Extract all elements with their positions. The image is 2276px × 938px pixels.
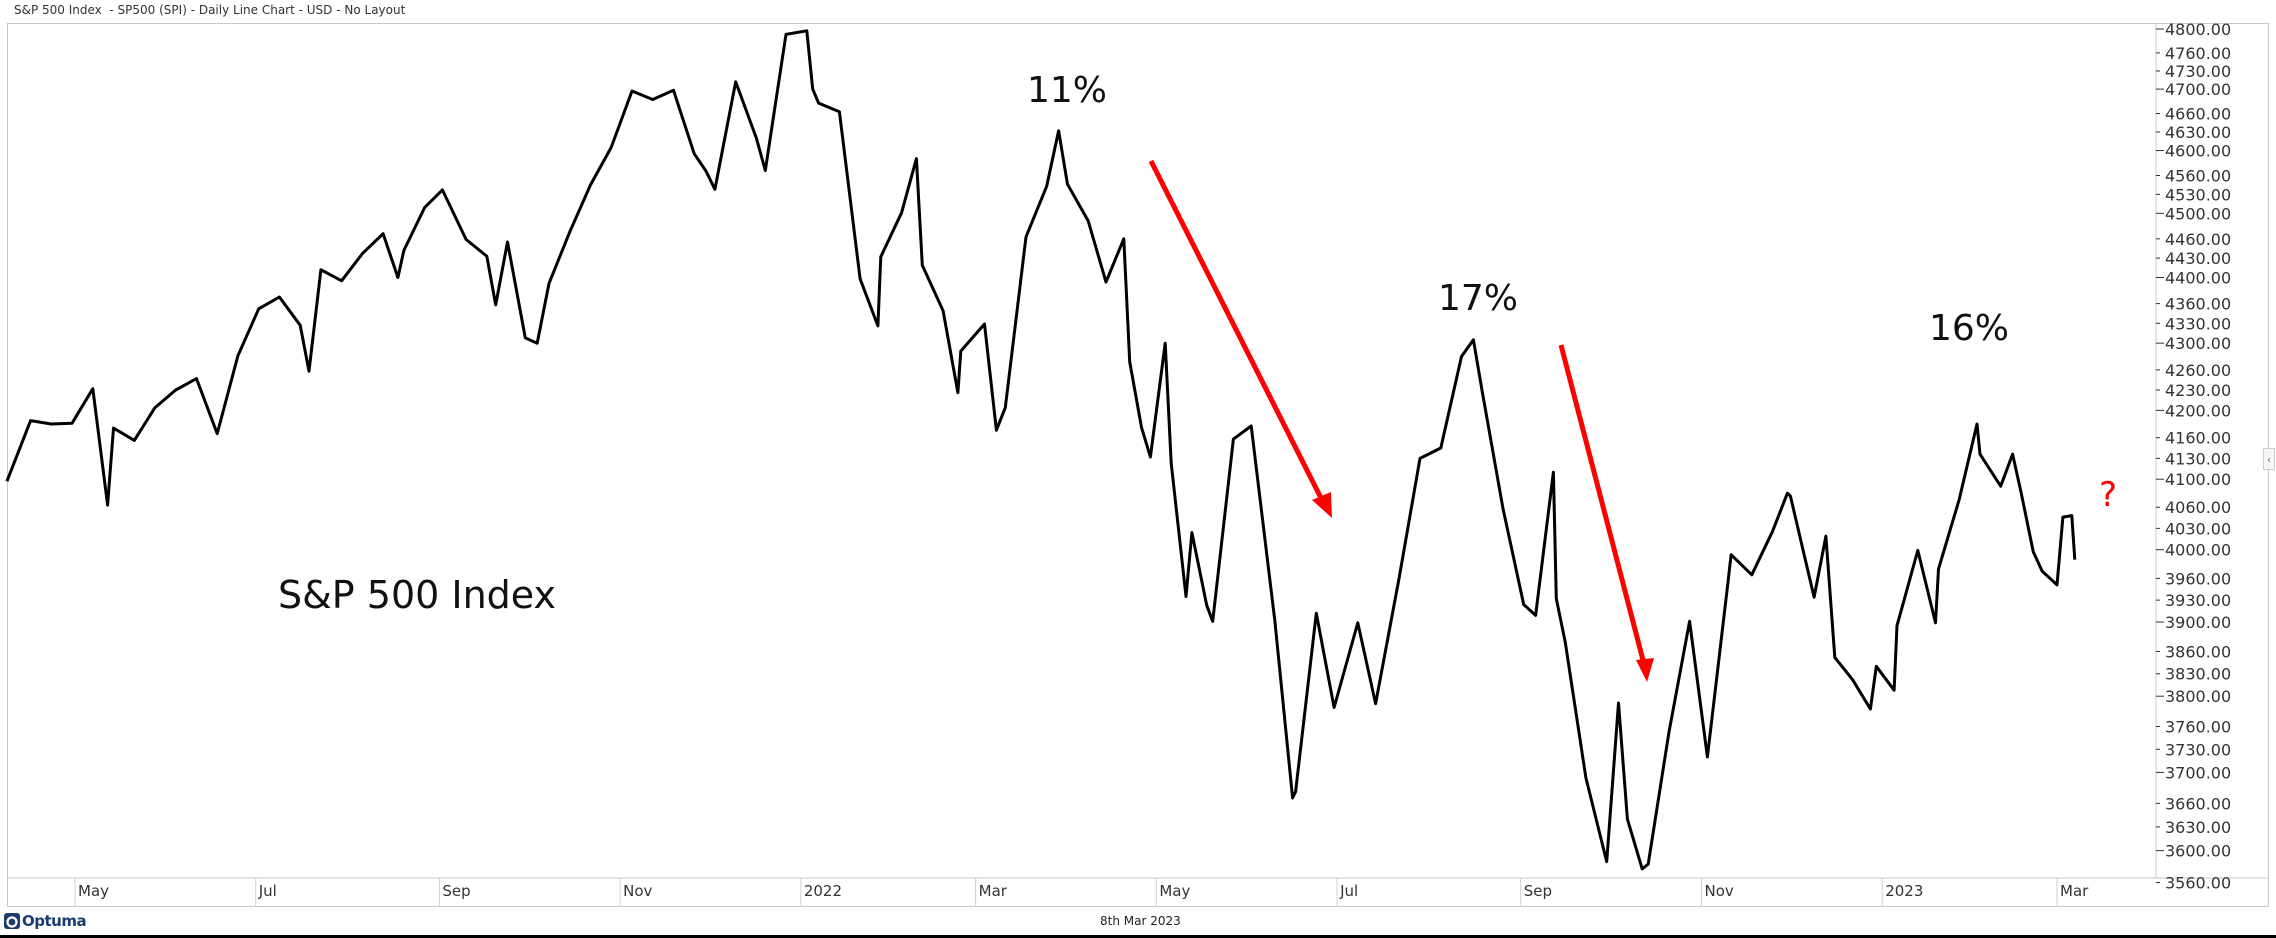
- y-tick-label: 4630.00: [2165, 123, 2231, 142]
- y-tick-label: 4700.00: [2165, 80, 2231, 99]
- price-line: [5, 29, 2077, 871]
- y-tick-label: 4060.00: [2165, 498, 2231, 517]
- x-tick-label: Mar: [979, 882, 1008, 900]
- optuma-logo-text: Optuma: [22, 912, 87, 930]
- x-axis[interactable]: May Jul Sep Nov 2022 Mar May Jul Sep Nov 2023 Mar: [74, 878, 2089, 907]
- y-tick-label: 4730.00: [2165, 62, 2231, 81]
- y-tick-label: 4400.00: [2165, 269, 2231, 288]
- y-tick-label: 4230.00: [2165, 381, 2231, 400]
- y-tick-label: 3930.00: [2165, 591, 2231, 610]
- y-tick-label: 3830.00: [2165, 665, 2231, 684]
- y-tick-label: 3660.00: [2165, 794, 2231, 813]
- y-tick-label: 3630.00: [2165, 818, 2231, 837]
- y-tick-label: 4760.00: [2165, 44, 2231, 63]
- y-tick-label: 3760.00: [2165, 717, 2231, 736]
- x-tick-label: Nov: [623, 882, 652, 900]
- collapse-panel-button[interactable]: ‹: [2263, 448, 2275, 470]
- y-tick-label: 4560.00: [2165, 166, 2231, 185]
- y-tick-label: 3960.00: [2165, 569, 2231, 588]
- decline-arrow-1: [1148, 159, 1332, 518]
- y-tick-label: 4300.00: [2165, 334, 2231, 353]
- y-tick-label: 4260.00: [2165, 361, 2231, 380]
- y-tick-label: 4030.00: [2165, 519, 2231, 538]
- y-tick-label: 4460.00: [2165, 230, 2231, 249]
- y-tick-label: 4160.00: [2165, 429, 2231, 448]
- y-tick-label: 4500.00: [2165, 204, 2231, 223]
- y-tick-label: 3730.00: [2165, 740, 2231, 759]
- x-tick-label: Mar: [2060, 882, 2089, 900]
- y-tick-label: 4100.00: [2165, 470, 2231, 489]
- x-tick-label: 2022: [804, 882, 842, 900]
- x-tick-label: May: [78, 882, 109, 900]
- y-tick-label: 4600.00: [2165, 142, 2231, 161]
- y-tick-label: 4430.00: [2165, 249, 2231, 268]
- chart-title: S&P 500 Index - SP500 (SPI) - Daily Line…: [14, 3, 406, 17]
- y-tick-label: 4530.00: [2165, 185, 2231, 204]
- optuma-logo: Optuma: [4, 912, 87, 930]
- optuma-logo-icon: [4, 913, 20, 929]
- y-tick-label: 3600.00: [2165, 842, 2231, 861]
- y-tick-label: 4200.00: [2165, 401, 2231, 420]
- x-tick-label: Nov: [1704, 882, 1733, 900]
- y-tick-label: 4330.00: [2165, 314, 2231, 333]
- x-tick-label: Jul: [258, 882, 277, 900]
- y-tick-label: 4660.00: [2165, 105, 2231, 124]
- y-tick-label: 4130.00: [2165, 449, 2231, 468]
- y-tick-label: 4360.00: [2165, 295, 2231, 314]
- y-tick-label: 4800.00: [2165, 20, 2231, 39]
- y-tick-label: 3560.00: [2165, 874, 2231, 893]
- annotation-17-percent: 17%: [1438, 278, 1518, 319]
- x-tick-label: 2023: [1885, 882, 1923, 900]
- x-tick-label: Jul: [1339, 882, 1358, 900]
- y-tick-label: 3900.00: [2165, 613, 2231, 632]
- x-tick-label: Sep: [442, 882, 470, 900]
- annotation-16-percent: 16%: [1929, 308, 2009, 349]
- y-tick-label: 4000.00: [2165, 541, 2231, 560]
- series-label: S&P 500 Index: [278, 573, 556, 617]
- y-tick-label: 3860.00: [2165, 642, 2231, 661]
- annotation-11-percent: 11%: [1027, 70, 1107, 111]
- y-tick-label: 3800.00: [2165, 687, 2231, 706]
- decline-arrow-2: [1558, 344, 1654, 682]
- footer-date: 8th Mar 2023: [1100, 914, 1181, 928]
- annotation-question-mark: ?: [2099, 475, 2117, 515]
- bottom-border: [0, 935, 2276, 938]
- x-tick-label: Sep: [1524, 882, 1552, 900]
- y-tick-label: 3700.00: [2165, 763, 2231, 782]
- x-tick-label: May: [1159, 882, 1190, 900]
